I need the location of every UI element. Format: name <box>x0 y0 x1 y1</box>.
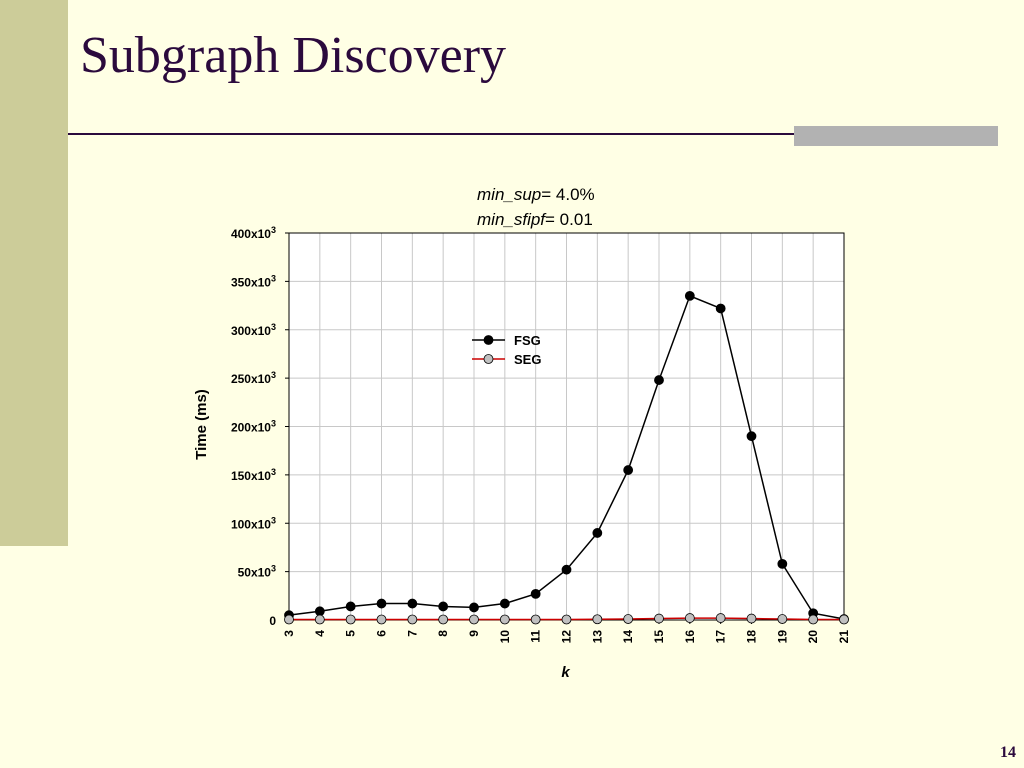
data-point-seg <box>345 614 356 625</box>
data-point-fsg <box>684 290 695 301</box>
data-point-fsg <box>469 602 479 613</box>
data-point-fsg <box>623 465 634 475</box>
data-point-fsg <box>438 601 449 612</box>
data-point-fsg <box>530 588 541 599</box>
data-point-seg <box>715 613 726 623</box>
x-tick-label: 10 <box>498 630 512 644</box>
x-tick-label: 19 <box>775 630 789 644</box>
data-point-fsg <box>499 598 510 609</box>
data-point-fsg <box>592 528 603 538</box>
y-tick-label: 400x103 <box>231 225 276 241</box>
data-point-seg <box>654 613 664 624</box>
data-point-fsg <box>376 598 387 609</box>
data-point-seg <box>777 614 788 624</box>
title-underline <box>68 133 998 135</box>
left-decorative-bar <box>0 0 68 546</box>
page-number: 14 <box>1000 744 1016 761</box>
x-axis-title: k <box>561 664 570 681</box>
legend-label-fsg: FSG <box>514 333 541 348</box>
x-tick-label: 12 <box>560 630 574 644</box>
legend-marker-fsg <box>483 335 494 345</box>
data-point-seg <box>808 614 819 625</box>
x-tick-label: 11 <box>529 630 543 643</box>
legend-label-seg: SEG <box>514 352 541 367</box>
y-tick-label: 0 <box>269 614 276 628</box>
data-point-seg <box>592 614 603 625</box>
x-tick-label: 14 <box>621 630 635 644</box>
data-point-seg <box>561 614 572 625</box>
x-tick-label: 21 <box>837 630 851 644</box>
legend-marker-seg <box>483 354 494 364</box>
x-tick-label: 6 <box>375 630 389 637</box>
y-tick-label: 50x103 <box>238 564 276 580</box>
x-tick-label: 16 <box>683 630 697 644</box>
x-tick-label: 17 <box>714 630 728 644</box>
data-point-fsg <box>746 431 757 442</box>
param-min-sup-value: = 4.0% <box>541 185 595 204</box>
x-tick-label: 4 <box>313 630 327 637</box>
accent-bar <box>794 126 998 146</box>
y-tick-label: 350x103 <box>231 273 276 289</box>
y-axis-title: Time (ms) <box>193 389 210 460</box>
param-min-sup-name: min_sup <box>477 185 542 204</box>
data-point-fsg <box>345 601 356 612</box>
x-tick-label: 18 <box>745 630 759 644</box>
data-point-fsg <box>407 598 418 609</box>
slide-title: Subgraph Discovery <box>80 27 507 84</box>
data-point-seg <box>438 614 449 625</box>
param-min-sfipf-name: min_sfipf <box>477 210 546 229</box>
param-min-sfipf-value: = 0.01 <box>545 210 593 229</box>
y-tick-label: 300x103 <box>231 322 276 338</box>
y-tick-label: 100x103 <box>231 515 276 531</box>
data-point-seg <box>530 614 541 625</box>
x-tick-label: 15 <box>652 630 666 644</box>
x-tick-label: 5 <box>344 630 358 637</box>
data-point-seg <box>746 613 757 624</box>
data-point-fsg <box>561 564 572 575</box>
y-tick-label: 200x103 <box>231 419 276 435</box>
data-point-seg <box>469 614 479 625</box>
data-point-seg <box>839 614 849 625</box>
x-tick-label: 20 <box>806 630 820 644</box>
data-point-fsg <box>715 303 726 314</box>
data-point-seg <box>314 614 325 625</box>
data-point-seg <box>499 614 510 625</box>
data-point-seg <box>284 614 294 625</box>
y-tick-label: 250x103 <box>231 370 276 386</box>
data-point-fsg <box>777 558 788 569</box>
param-min-sfipf: min_sfipf= 0.01 <box>477 210 593 230</box>
x-tick-label: 8 <box>436 630 450 637</box>
data-point-seg <box>407 614 418 625</box>
x-tick-label: 7 <box>405 630 419 637</box>
data-point-seg <box>376 614 387 625</box>
y-tick-label: 150x103 <box>231 467 276 483</box>
data-point-fsg <box>654 375 664 385</box>
x-tick-label: 13 <box>590 630 604 644</box>
x-tick-label: 3 <box>282 630 296 637</box>
data-point-seg <box>623 614 634 624</box>
data-point-fsg <box>314 606 325 617</box>
data-point-seg <box>684 613 695 623</box>
x-tick-label: 9 <box>467 630 481 637</box>
param-min-sup: min_sup= 4.0% <box>477 185 595 205</box>
